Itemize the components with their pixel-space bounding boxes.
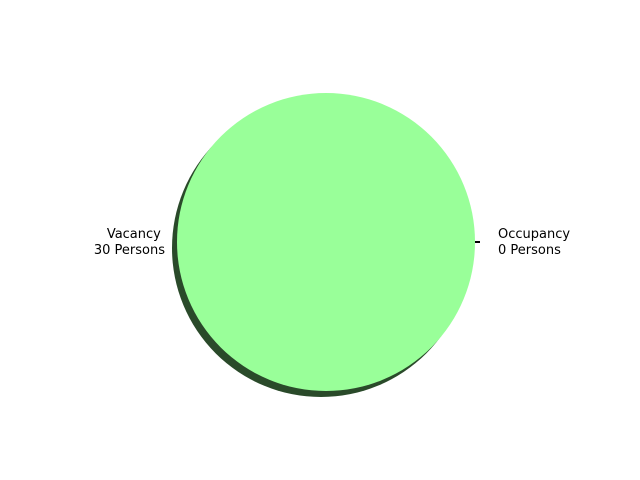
pie-slices [177,93,480,391]
pie-labels: Occupancy 0 Persons Vacancy 30 Persons [94,227,574,258]
occupancy-label: Occupancy 0 Persons [498,227,574,258]
occupancy-label-value: 0 Persons [498,243,561,258]
vacancy-label-name: Vacancy [107,227,161,242]
vacancy-slice [177,93,475,391]
vacancy-label: Vacancy 30 Persons [94,227,165,258]
occupancy-label-name: Occupancy [498,227,570,242]
vacancy-label-value: 30 Persons [94,243,165,258]
